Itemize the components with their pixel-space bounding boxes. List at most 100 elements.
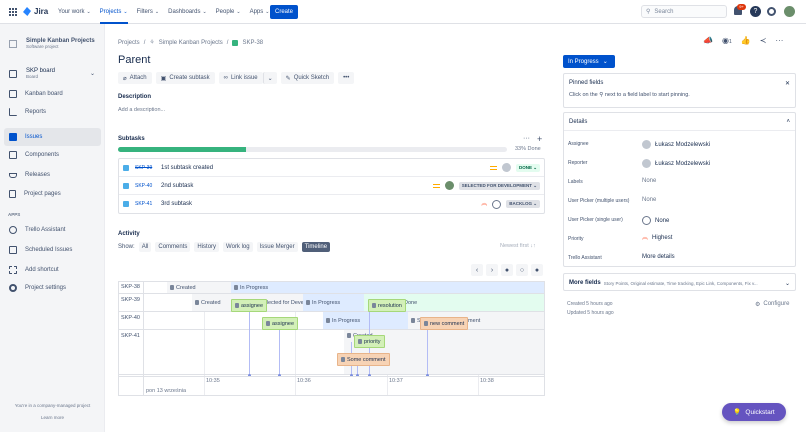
sidebar-item-components[interactable]: Components: [4, 146, 101, 164]
nav-people[interactable]: People ⌄: [215, 9, 241, 15]
activity-timeline[interactable]: SKP-38 Created In Progress SKP-39 Create…: [118, 281, 545, 396]
subtask-row[interactable]: SKP-40 2nd subtask SELECTED FOR DEVELOPM…: [119, 177, 544, 195]
more-icon[interactable]: ···: [775, 36, 784, 45]
priority-medium-icon: [489, 165, 497, 170]
sidebar-item-scheduled-issues[interactable]: Scheduled Issues: [4, 241, 101, 259]
learn-more-link[interactable]: Learn more: [40, 415, 64, 420]
user-picker-multiple-field[interactable]: None: [642, 197, 657, 203]
search-input[interactable]: ⚲ Search: [641, 5, 727, 18]
attach-button[interactable]: ⌀ Attach: [118, 72, 152, 84]
description-field[interactable]: Add a description...: [118, 107, 166, 113]
next-icon[interactable]: ›: [486, 264, 498, 276]
timeline-event-new-comment[interactable]: new comment: [420, 317, 469, 330]
page-icon: [9, 190, 16, 198]
subtask-summary[interactable]: 1st subtask created: [161, 164, 214, 171]
project-header[interactable]: Simple Kanban Projects Software project: [9, 38, 95, 49]
nav-apps[interactable]: Apps ⌄: [249, 9, 270, 15]
sort-order-toggle[interactable]: Newest first ↓↑: [500, 243, 536, 249]
priority-field[interactable]: ︽ Highest: [642, 235, 673, 241]
sidebar-item-reports[interactable]: Reports: [4, 103, 101, 121]
avatar: [444, 181, 454, 190]
user-picker-single-field[interactable]: None: [642, 216, 669, 225]
reporter-field[interactable]: Łukasz Modzelewski: [642, 159, 710, 168]
nav-filters[interactable]: Filters ⌄: [136, 9, 160, 15]
nav-projects[interactable]: Projects ⌄: [99, 0, 128, 24]
user-avatar[interactable]: [784, 6, 795, 17]
zoom-in-icon[interactable]: ●: [531, 264, 543, 276]
subtask-key[interactable]: SKP-41: [135, 201, 153, 207]
assignee-field[interactable]: Łukasz Modzelewski: [642, 140, 710, 149]
labels-field[interactable]: None: [642, 178, 657, 184]
zoom-fit-icon[interactable]: ○: [516, 264, 528, 276]
subtask-summary[interactable]: 2nd subtask: [161, 182, 194, 189]
settings-gear-icon[interactable]: [767, 7, 776, 16]
feedback-megaphone-icon[interactable]: 📣: [703, 36, 713, 45]
watch-eye-icon[interactable]: ◉1: [721, 36, 732, 45]
prev-icon[interactable]: ‹: [471, 264, 483, 276]
filter-history[interactable]: History: [194, 242, 220, 252]
filter-all[interactable]: All: [138, 242, 152, 252]
notification-count-badge: 9+: [737, 4, 746, 10]
subtask-type-icon: [123, 182, 129, 189]
quickstart-button[interactable]: 💡 Quickstart: [722, 403, 786, 421]
timeline-event-assignee[interactable]: assignee: [231, 299, 268, 312]
close-icon[interactable]: ✕: [784, 80, 790, 87]
jira-logo[interactable]: Jira: [23, 7, 48, 16]
help-icon[interactable]: ?: [750, 6, 761, 17]
sidebar-item-releases[interactable]: Releases: [4, 166, 101, 184]
chevron-down-icon[interactable]: ⌄: [90, 71, 96, 77]
sidebar-item-kanban-board[interactable]: Kanban board: [4, 85, 101, 103]
sidebar-item-project-pages[interactable]: Project pages: [4, 185, 101, 203]
lightbulb-icon: 💡: [733, 409, 742, 416]
filter-comments[interactable]: Comments: [155, 242, 191, 252]
sidebar-item-add-shortcut[interactable]: Add shortcut: [4, 261, 101, 279]
more-actions-button[interactable]: •••: [338, 72, 355, 84]
subtasks-more-icon[interactable]: ···: [523, 135, 530, 142]
configure-button[interactable]: ⚙ Configure: [755, 301, 790, 308]
status-dropdown[interactable]: BACKLOG ⌄: [506, 200, 540, 208]
subtask-key[interactable]: SKP-39: [135, 164, 153, 171]
subtask-row[interactable]: SKP-41 3rd subtask ︽ BACKLOG ⌄: [119, 195, 544, 213]
sidebar-item-issues[interactable]: Issues: [4, 128, 101, 146]
sidebar-item-trello-assistant[interactable]: Trello Assistant: [4, 221, 101, 239]
status-dropdown[interactable]: SELECTED FOR DEVELOPMENT ⌄: [458, 181, 540, 190]
status-dropdown[interactable]: DONE ⌄: [515, 163, 540, 172]
description-label: Description: [118, 94, 152, 100]
quick-sketch-button[interactable]: ✎ Quick Sketch: [280, 72, 335, 84]
link-dropdown-button[interactable]: ⌄: [262, 72, 277, 84]
share-icon[interactable]: ≺: [759, 36, 767, 45]
like-icon[interactable]: 👍: [740, 36, 751, 45]
link-issue-button[interactable]: ∞ Link issue: [218, 72, 263, 84]
timeline-event-priority[interactable]: priority: [354, 335, 385, 348]
issue-title[interactable]: Parent: [118, 54, 151, 66]
timeline-event-resolution[interactable]: resolution: [368, 299, 406, 312]
filter-timeline[interactable]: Timeline: [301, 242, 331, 252]
add-subtask-icon[interactable]: +: [537, 134, 543, 144]
nav-your-work[interactable]: Your work ⌄: [58, 9, 91, 15]
subtask-key[interactable]: SKP-40: [135, 182, 153, 189]
nav-dashboards[interactable]: Dashboards ⌄: [168, 9, 207, 15]
breadcrumb-projects[interactable]: Projects: [118, 39, 140, 46]
breadcrumb-issue-key[interactable]: SKP-38: [242, 39, 264, 46]
board-switcher[interactable]: SKP board Board: [9, 68, 55, 79]
filter-work-log[interactable]: Work log: [223, 242, 253, 252]
status-transition-button[interactable]: In Progress ⌄: [563, 55, 615, 68]
breadcrumb-project[interactable]: Simple Kanban Projects: [158, 39, 223, 46]
zoom-out-icon[interactable]: ●: [501, 264, 513, 276]
timeline-event-some-comment[interactable]: Some comment: [337, 353, 390, 366]
app-switcher-icon[interactable]: [9, 8, 17, 16]
timeline-event-assignee[interactable]: assignee: [262, 317, 299, 330]
create-subtask-button[interactable]: ▣ Create subtask: [155, 72, 215, 84]
filter-issue-merger[interactable]: Issue Merger: [256, 242, 298, 252]
sidebar-item-project-settings[interactable]: Project settings: [4, 279, 101, 297]
chevron-up-icon[interactable]: ˄: [786, 118, 790, 125]
trello-assistant-field[interactable]: More details: [642, 254, 675, 260]
unassigned-avatar: [492, 199, 502, 209]
notifications-bell-icon[interactable]: [734, 6, 742, 15]
time-tick: 10:35: [206, 378, 220, 384]
main-nav: Your work ⌄ Projects ⌄ Filters ⌄ Dashboards…: [58, 0, 269, 24]
create-button[interactable]: Create: [270, 5, 298, 19]
subtask-row[interactable]: SKP-39 1st subtask created DONE ⌄: [119, 159, 544, 177]
more-fields-panel[interactable]: More fields Story Points, Original estim…: [563, 273, 796, 291]
subtask-summary[interactable]: 3rd subtask: [161, 201, 193, 207]
